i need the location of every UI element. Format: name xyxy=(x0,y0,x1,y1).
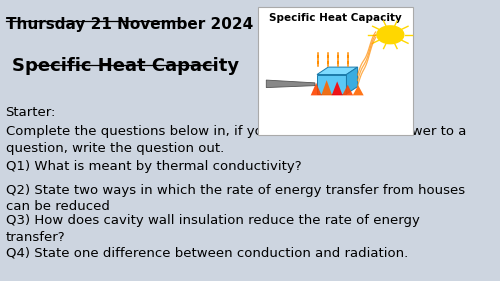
Polygon shape xyxy=(346,67,358,94)
Polygon shape xyxy=(266,80,315,88)
Text: Starter:: Starter: xyxy=(6,106,56,119)
Polygon shape xyxy=(321,80,332,95)
Text: Specific Heat Capacity: Specific Heat Capacity xyxy=(270,13,402,22)
Text: Thursday 21 November 2024: Thursday 21 November 2024 xyxy=(6,17,253,32)
Circle shape xyxy=(377,26,404,44)
Polygon shape xyxy=(317,74,346,94)
Text: Q3) How does cavity wall insulation reduce the rate of energy
transfer?: Q3) How does cavity wall insulation redu… xyxy=(6,214,420,244)
Polygon shape xyxy=(352,85,364,95)
Polygon shape xyxy=(310,83,322,95)
Text: Q4) State one difference between conduction and radiation.: Q4) State one difference between conduct… xyxy=(6,246,408,259)
Text: Specific Heat Capacity: Specific Heat Capacity xyxy=(12,57,239,75)
Polygon shape xyxy=(317,67,358,74)
Text: Complete the questions below in, if you do not know the answer to a
question, wr: Complete the questions below in, if you … xyxy=(6,125,466,155)
Polygon shape xyxy=(342,85,353,95)
FancyBboxPatch shape xyxy=(258,7,414,135)
Text: Q1) What is meant by thermal conductivity?: Q1) What is meant by thermal conductivit… xyxy=(6,160,301,173)
Text: Q2) State two ways in which the rate of energy transfer from houses
can be reduc: Q2) State two ways in which the rate of … xyxy=(6,183,464,213)
Polygon shape xyxy=(332,81,342,95)
